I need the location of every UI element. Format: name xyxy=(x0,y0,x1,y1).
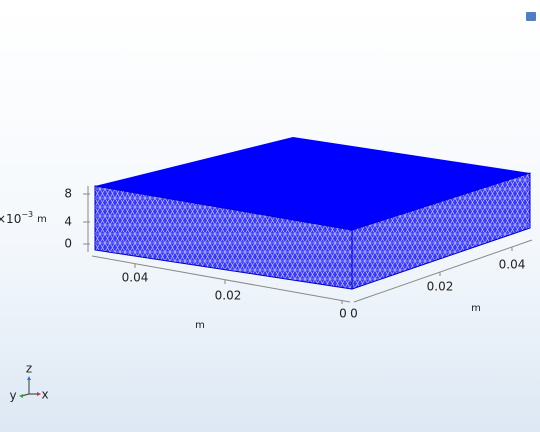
z-tick-label: 0 xyxy=(64,237,72,251)
triad-z-arrow xyxy=(27,376,31,380)
triad-x-arrow xyxy=(37,392,41,396)
y-axis-unit: m xyxy=(471,303,481,314)
z-tick-label: 8 xyxy=(64,187,72,201)
view-icon[interactable] xyxy=(526,12,536,21)
z-axis xyxy=(83,186,90,252)
z-exponent: −3 xyxy=(21,210,33,219)
triad-x: x xyxy=(41,388,48,402)
triad-lines xyxy=(21,378,39,396)
y-tick-label: 0 xyxy=(350,307,358,321)
z-axis-unit: ×10−3 m xyxy=(0,210,47,226)
triad-y-arrow xyxy=(19,394,23,398)
scene: 8 4 0 ×10−3 m 0.04 0.02 0 m 0 0.02 0.04 m… xyxy=(0,0,540,432)
z-tick-label: 4 xyxy=(64,215,72,229)
z-multiplier: ×10 xyxy=(0,212,21,226)
triad-z: z xyxy=(26,362,32,376)
graphics-window: 8 4 0 ×10−3 m 0.04 0.02 0 m 0 0.02 0.04 m… xyxy=(0,0,540,432)
x-tick-label: 0.02 xyxy=(215,289,242,303)
y-tick-label: 0.04 xyxy=(499,258,526,272)
z-unit: m xyxy=(37,214,47,225)
x-axis-unit: m xyxy=(195,320,205,331)
x-tick-label: 0 xyxy=(339,307,347,321)
triad-y: y xyxy=(9,389,16,403)
x-tick-label: 0.04 xyxy=(122,271,149,285)
y-tick-label: 0.02 xyxy=(427,280,454,294)
